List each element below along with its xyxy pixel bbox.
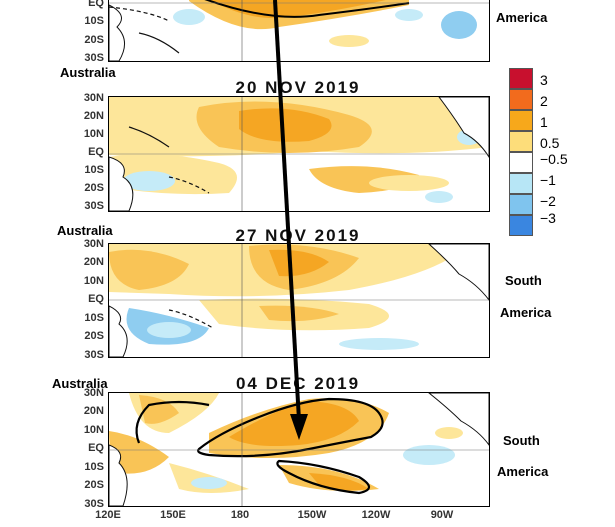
legend-label: −2 bbox=[540, 193, 556, 209]
lat-label: 30S bbox=[84, 349, 104, 361]
lon-label: 180 bbox=[230, 509, 250, 521]
legend-swatch bbox=[509, 110, 533, 131]
lat-label: 30N bbox=[83, 238, 104, 250]
lat-label: 10N bbox=[83, 128, 104, 140]
region-label-south: South bbox=[505, 273, 542, 288]
lat-label: 20N bbox=[83, 110, 104, 122]
lat-label: 20S bbox=[84, 330, 104, 342]
lat-label: EQ bbox=[88, 0, 104, 9]
lat-label: 30S bbox=[84, 200, 104, 212]
arrow-head-icon bbox=[290, 414, 308, 440]
legend-label: 3 bbox=[540, 72, 548, 88]
legend-label: 2 bbox=[540, 93, 548, 109]
lat-label: 10S bbox=[84, 461, 104, 473]
map-panel-20nov bbox=[108, 96, 490, 212]
lon-label: 120W bbox=[361, 509, 391, 521]
lon-label: 120E bbox=[95, 509, 121, 521]
lat-label: 30S bbox=[84, 52, 104, 64]
legend-swatch bbox=[509, 152, 533, 173]
legend-swatch bbox=[509, 68, 533, 89]
panel-title: 27 NOV 2019 bbox=[235, 226, 361, 245]
lat-label: 20N bbox=[83, 405, 104, 417]
lon-label: 150E bbox=[160, 509, 186, 521]
legend-label: −0.5 bbox=[540, 151, 568, 167]
lon-label: 150W bbox=[297, 509, 327, 521]
lat-label: 30N bbox=[83, 387, 104, 399]
lon-label: 90W bbox=[430, 509, 454, 521]
panel-title: 20 NOV 2019 bbox=[235, 78, 361, 97]
region-label-america: America bbox=[500, 305, 552, 320]
lat-label: 20N bbox=[83, 256, 104, 268]
legend-swatch bbox=[509, 173, 533, 194]
lat-label: 10N bbox=[83, 424, 104, 436]
legend-swatch bbox=[509, 89, 533, 110]
map-panel-top bbox=[108, 0, 490, 62]
region-label-australia: Australia bbox=[60, 65, 116, 80]
sst-anomaly-map-top bbox=[109, 0, 489, 61]
map-panel-04dec bbox=[108, 392, 490, 507]
legend-label: −3 bbox=[540, 210, 556, 226]
region-label-australia: Australia bbox=[52, 376, 108, 391]
region-label-america: America bbox=[496, 10, 548, 25]
legend-label: −1 bbox=[540, 172, 556, 188]
lat-label: 20S bbox=[84, 34, 104, 46]
legend-label: 1 bbox=[540, 114, 548, 130]
sst-anomaly-map-20nov bbox=[109, 97, 489, 211]
region-label-south: South bbox=[503, 433, 540, 448]
region-label-america: America bbox=[497, 464, 549, 479]
lat-label: 10N bbox=[83, 275, 104, 287]
lat-label: EQ bbox=[88, 146, 104, 158]
lat-label: EQ bbox=[88, 293, 104, 305]
lat-label: EQ bbox=[88, 442, 104, 454]
region-label-australia: Australia bbox=[57, 223, 113, 238]
legend-label: 0.5 bbox=[540, 135, 560, 151]
lat-label: 10S bbox=[84, 15, 104, 27]
lat-label: 30S bbox=[84, 498, 104, 510]
legend-swatch bbox=[509, 215, 533, 236]
lat-label: 10S bbox=[84, 312, 104, 324]
legend-swatch bbox=[509, 194, 533, 215]
lat-label: 20S bbox=[84, 182, 104, 194]
lat-label: 10S bbox=[84, 164, 104, 176]
legend-swatch bbox=[509, 131, 533, 152]
lat-label: 20S bbox=[84, 479, 104, 491]
lat-label: 30N bbox=[83, 92, 104, 104]
